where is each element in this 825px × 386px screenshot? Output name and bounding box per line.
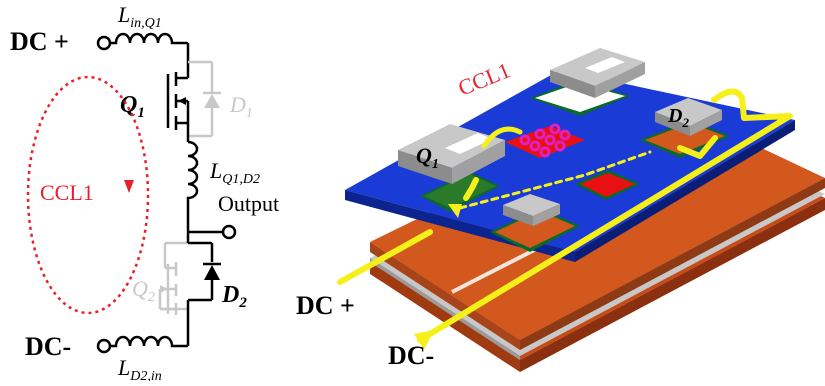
q1-mosfet (166, 72, 190, 130)
layout-3d: Q1 D2 CCL1 DC + DC- (296, 48, 825, 372)
q2-label: Q2 (132, 276, 155, 305)
dc-plus-label: DC + (10, 27, 69, 56)
inductor-in-q1 (110, 32, 188, 45)
current-path (337, 88, 793, 343)
q1-label-3d: Q1 (416, 143, 439, 172)
dc-minus-label: DC- (25, 332, 71, 361)
d2-diode (186, 232, 221, 302)
output-label: Output (218, 191, 279, 216)
d2-device (655, 98, 722, 136)
loop-label-3d: CCL1 (455, 57, 514, 100)
d2-label: D2 (221, 282, 247, 311)
q1-device (398, 124, 505, 184)
via-array (519, 123, 571, 158)
output-terminal (221, 224, 237, 240)
commutation-loop (26, 75, 150, 315)
inductor-d2-in-label: LD2,in (117, 355, 162, 381)
inductor-d2-in (110, 335, 188, 348)
dc-minus-terminal (96, 338, 112, 354)
d1-label: D1 (229, 92, 253, 121)
inductor-q1-d2 (186, 140, 199, 232)
arrow-out-icon (414, 330, 434, 350)
dc-plus-label-3d: DC + (296, 291, 355, 320)
dc-plus-terminal (96, 35, 112, 51)
inductor-q1-d2-label: LQ1,D2 (209, 158, 260, 187)
q1-label: Q1 (120, 92, 145, 121)
top-device (550, 48, 645, 98)
loop-label-schematic: CCL1 (40, 180, 94, 205)
arrow-in-icon (448, 204, 462, 218)
loop-arrow-icon (124, 180, 134, 193)
q2-mosfet (158, 241, 188, 315)
d2-label-3d: D2 (667, 105, 689, 130)
mid-device (503, 194, 560, 226)
dc-minus-label-3d: DC- (388, 341, 434, 370)
schematic: DC + Lin,Q1 Q1 (10, 2, 279, 384)
d1-diode (188, 60, 221, 138)
inductor-in-q1-label: Lin,Q1 (117, 2, 162, 31)
